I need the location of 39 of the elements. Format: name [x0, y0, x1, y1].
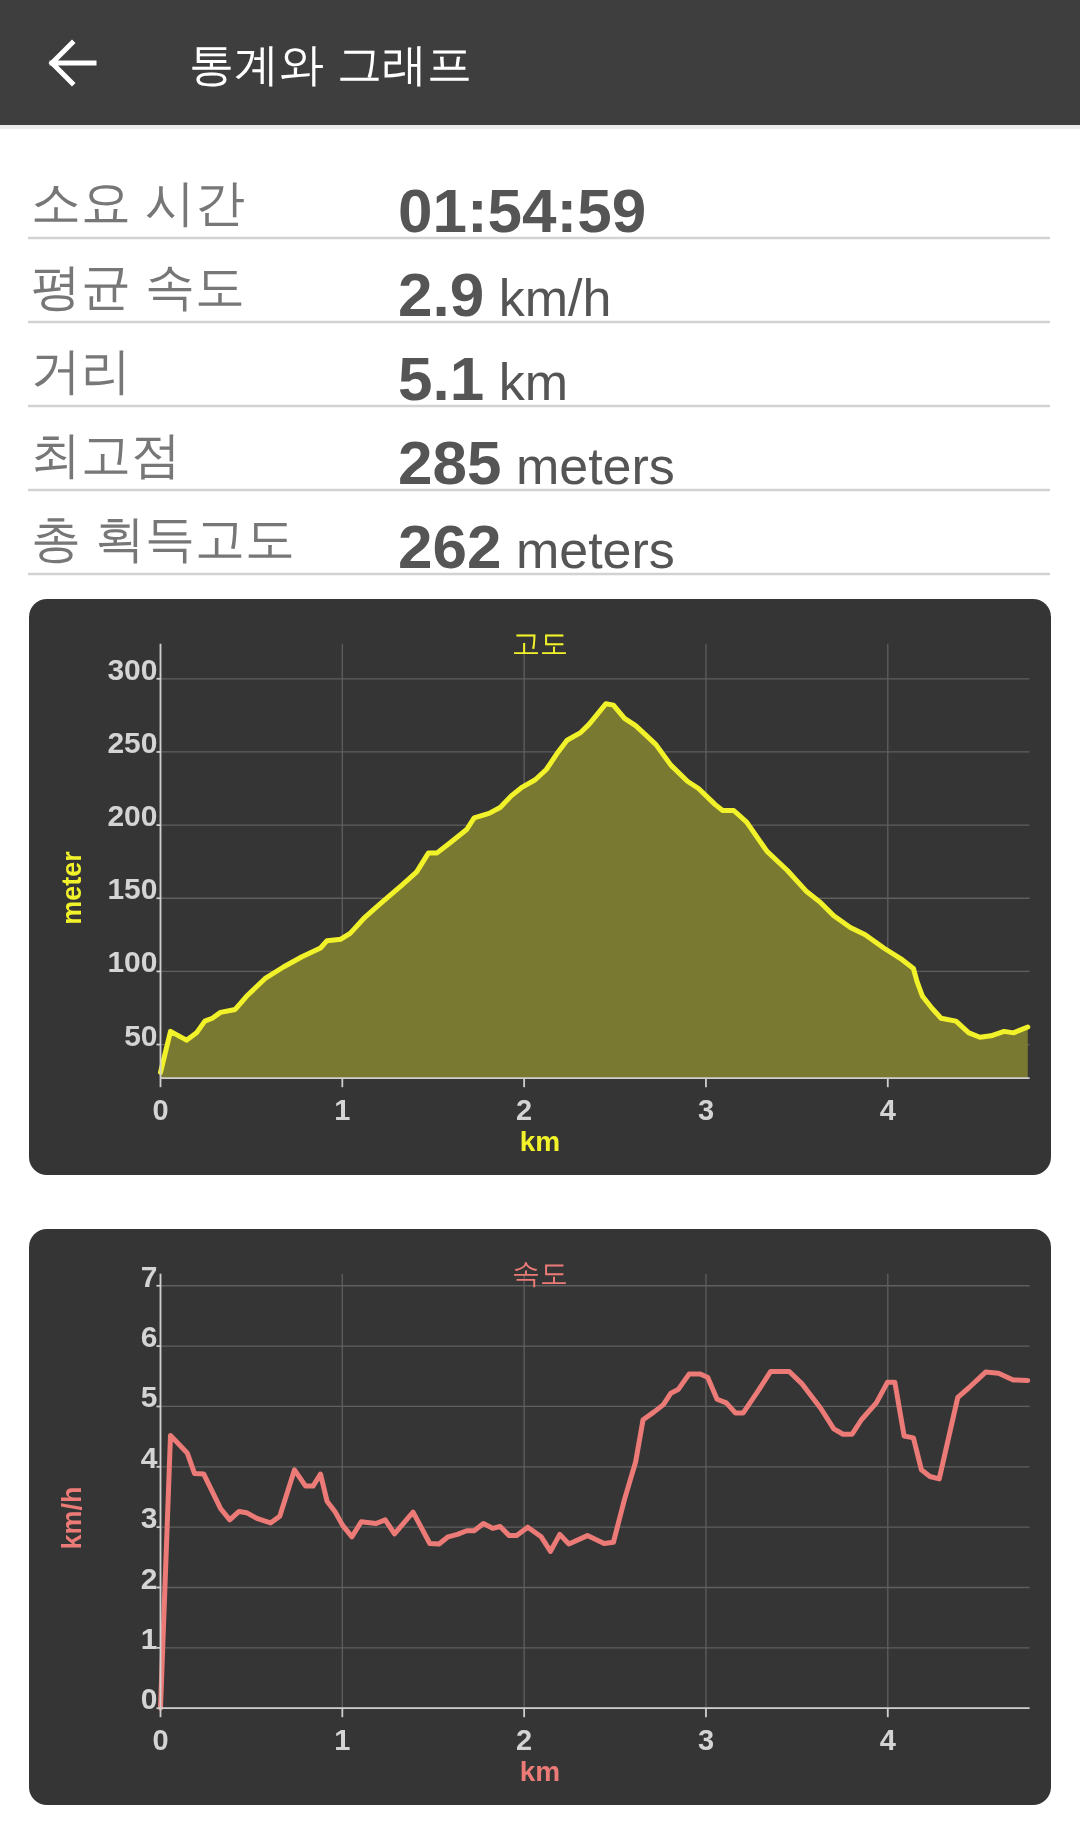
- y-tick-label: 1: [140, 1621, 158, 1655]
- y-tick-label: 5: [140, 1380, 158, 1414]
- text: 최고점: [31, 427, 181, 483]
- chart-title: 고도: [512, 627, 568, 659]
- text: 262 meters: [398, 512, 675, 581]
- chart-title: 속도: [512, 1257, 568, 1289]
- x-tick-label: 3: [697, 1724, 715, 1757]
- y-tick-label: 0: [140, 1682, 158, 1716]
- x-tick-label: 2: [516, 1724, 533, 1757]
- y-tick-label: 4: [140, 1440, 158, 1474]
- x-tick-label: 2: [516, 1094, 533, 1127]
- y-axis-title: km/h: [57, 1486, 87, 1550]
- y-tick-label: 100: [107, 945, 158, 979]
- x-axis-title: km: [519, 1126, 561, 1158]
- x-tick-label: 1: [334, 1094, 351, 1127]
- x-tick-label: 4: [879, 1094, 896, 1127]
- text: 평균 속도: [31, 259, 245, 315]
- y-tick-label: 7: [140, 1259, 158, 1293]
- y-tick-label: 50: [124, 1018, 158, 1052]
- y-tick-label: 250: [107, 725, 158, 759]
- y-tick-label: 300: [107, 652, 158, 686]
- y-tick-label: 2: [140, 1561, 158, 1595]
- text: 거리: [31, 343, 131, 399]
- text: 285 meters: [398, 428, 675, 497]
- text: 총 획득고도: [31, 511, 295, 567]
- text: 01:54:59: [398, 176, 647, 245]
- text: 통계와 그래프: [189, 39, 472, 90]
- y-tick-label: 150: [107, 872, 158, 906]
- x-tick-label: 1: [334, 1724, 351, 1757]
- y-tick-label: 200: [107, 799, 158, 833]
- y-tick-label: 6: [140, 1320, 158, 1354]
- text: 소요 시간: [31, 175, 245, 231]
- y-tick-label: 3: [140, 1501, 158, 1535]
- text: 2.9 km/h: [398, 260, 612, 329]
- x-axis-title: km: [519, 1756, 561, 1788]
- x-tick-label: 4: [879, 1724, 896, 1757]
- x-tick-label: 3: [697, 1094, 715, 1127]
- text: 5.1 km: [398, 344, 568, 413]
- y-axis-title: meter: [57, 850, 87, 925]
